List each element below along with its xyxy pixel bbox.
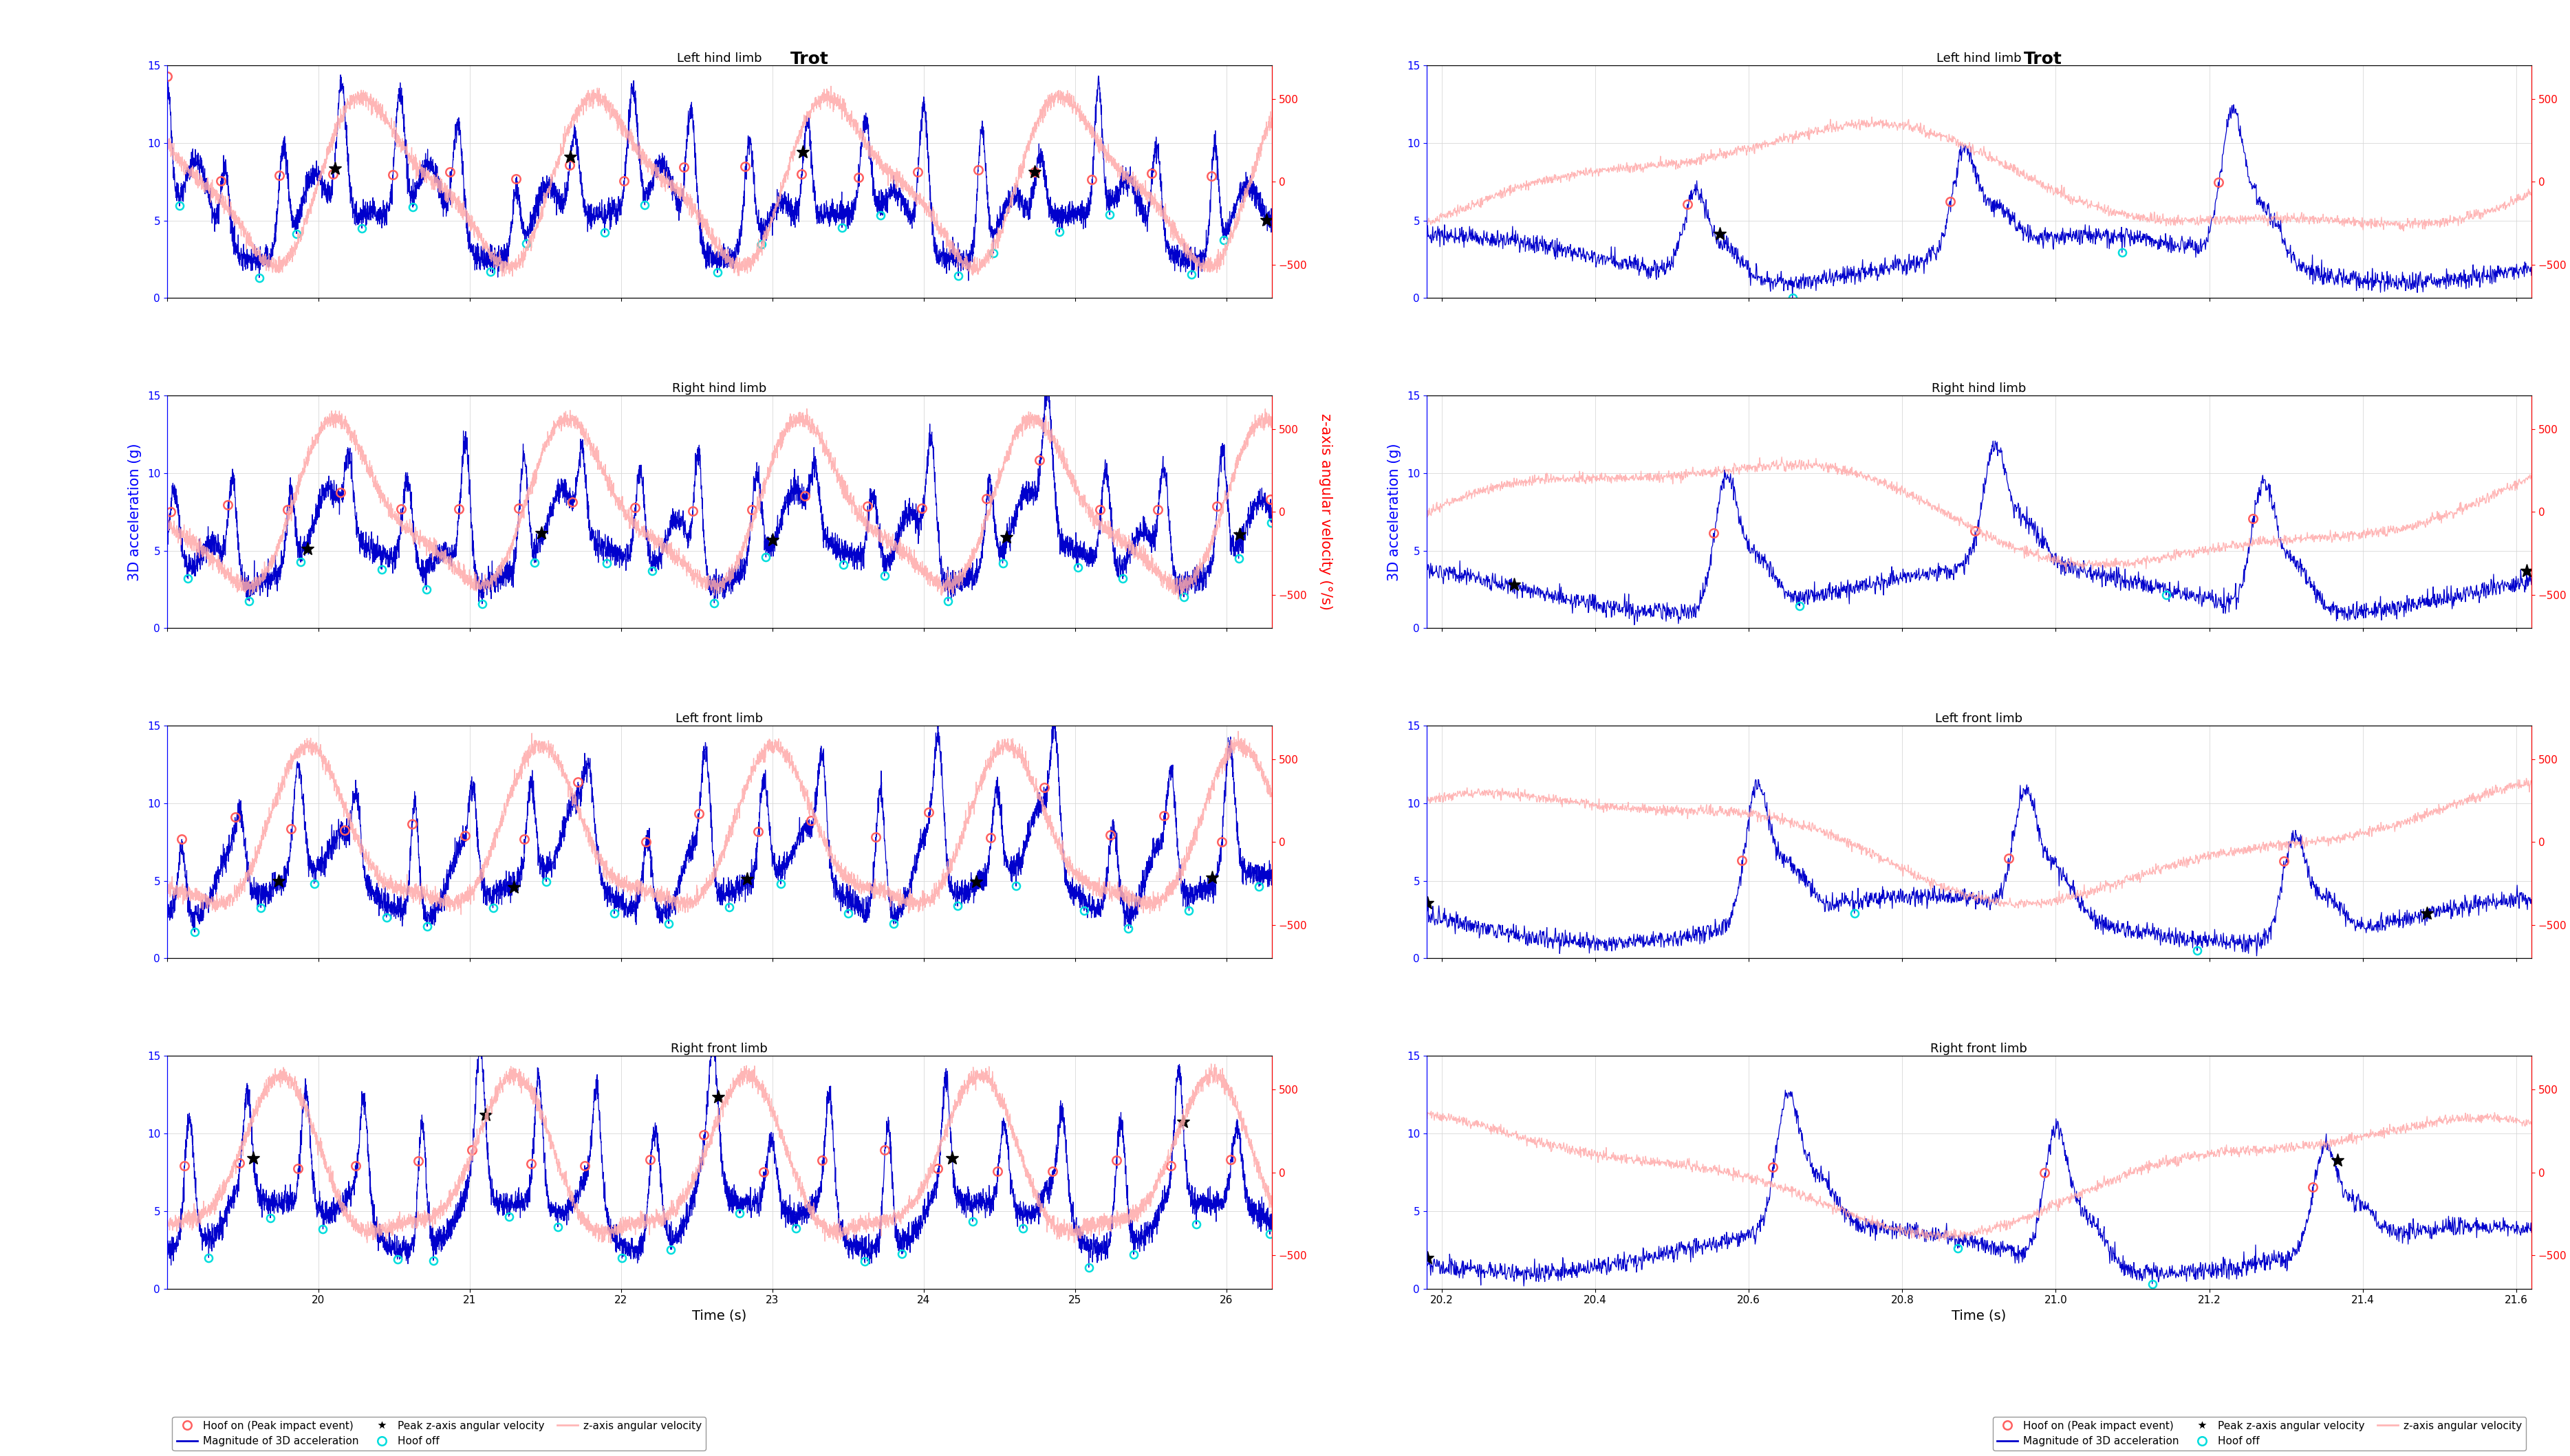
Title: Left front limb: Left front limb (1935, 712, 2023, 725)
Text: Trot: Trot (2025, 51, 2061, 67)
Legend: Hoof on (Peak impact event), Magnitude of 3D acceleration, Peak z-axis angular v: Hoof on (Peak impact event), Magnitude o… (1992, 1417, 2526, 1450)
Y-axis label: 3D acceleration (g): 3D acceleration (g) (128, 443, 141, 581)
Title: Left hind limb: Left hind limb (676, 52, 761, 64)
Title: Right hind limb: Right hind limb (673, 383, 766, 395)
Title: Left front limb: Left front limb (676, 712, 763, 725)
Legend: Hoof on (Peak impact event), Magnitude of 3D acceleration, Peak z-axis angular v: Hoof on (Peak impact event), Magnitude o… (172, 1417, 707, 1450)
Title: Right front limb: Right front limb (1930, 1042, 2028, 1056)
Title: Left hind limb: Left hind limb (1938, 52, 2023, 64)
Text: Trot: Trot (792, 51, 828, 67)
Y-axis label: 3D acceleration (g): 3D acceleration (g) (1388, 443, 1401, 581)
X-axis label: Time (s): Time (s) (691, 1309, 748, 1322)
Title: Right front limb: Right front limb (671, 1042, 768, 1056)
Y-axis label: z-axis angular velocity (°/s): z-axis angular velocity (°/s) (1318, 414, 1331, 610)
X-axis label: Time (s): Time (s) (1951, 1309, 2007, 1322)
Title: Right hind limb: Right hind limb (1933, 383, 2025, 395)
